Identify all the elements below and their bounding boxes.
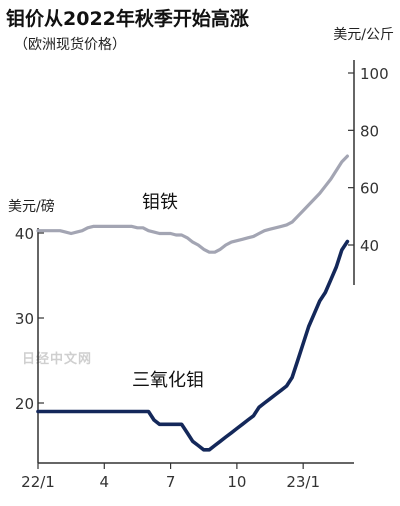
- series-label-ferromolybdenum: 钼铁: [142, 192, 178, 213]
- watermark: 日经中文网: [22, 352, 93, 367]
- left-tick-label: 40: [15, 225, 34, 243]
- ferromolybdenum-line: [36, 154, 349, 254]
- molybdenum-oxide-line: [36, 239, 350, 452]
- chart-title: 钼价从2022年秋季开始高涨: [6, 8, 249, 30]
- x-tick-label: 23/1: [286, 473, 320, 491]
- chart-subtitle: （欧洲现货价格）: [14, 37, 126, 53]
- right-tick-label: 80: [360, 122, 379, 140]
- right-axis-unit: 美元/公斤: [333, 27, 394, 43]
- tick-labels: 20 30 40 40 60 80 100 22/1 4 7 10 23/1: [15, 65, 389, 491]
- axes: [37, 60, 355, 469]
- right-tick-label: 100: [360, 65, 389, 83]
- x-tick-label: 4: [100, 473, 110, 491]
- x-tick-label: 10: [227, 473, 246, 491]
- series-label-molybdenum-oxide: 三氧化钼: [132, 370, 204, 391]
- series-lines: [36, 154, 350, 452]
- right-tick-label: 40: [360, 237, 379, 255]
- x-tick-label: 7: [166, 473, 176, 491]
- left-axis-unit: 美元/磅: [8, 199, 55, 215]
- left-tick-label: 20: [15, 395, 34, 413]
- x-tick-label: 22/1: [21, 473, 55, 491]
- left-tick-label: 30: [15, 310, 34, 328]
- right-tick-label: 60: [360, 180, 379, 198]
